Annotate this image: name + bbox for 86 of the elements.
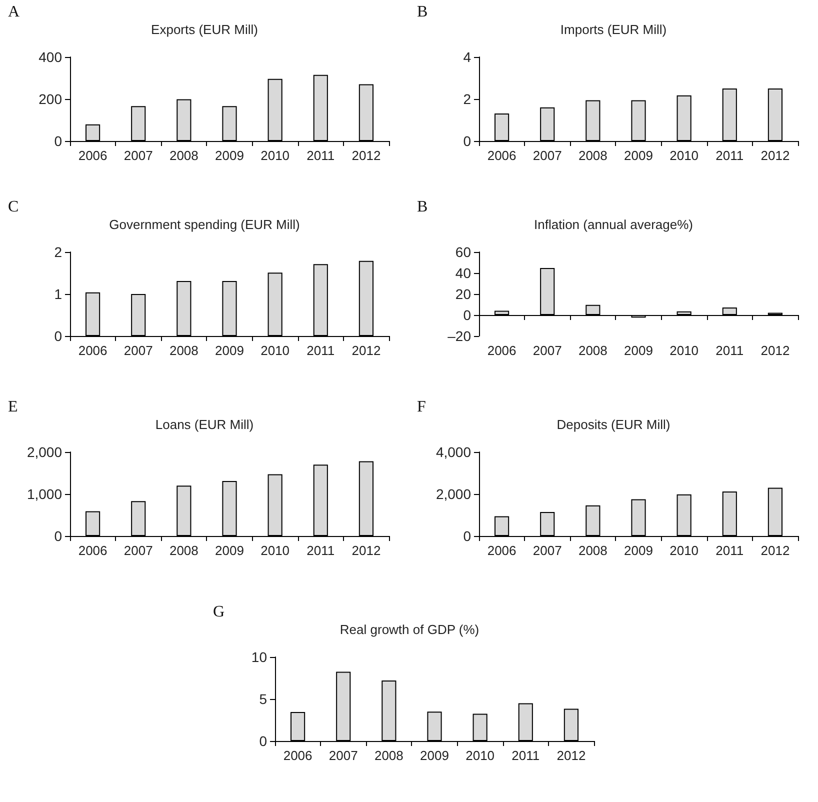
y-tick-label: –20	[448, 328, 472, 344]
text: G	[213, 604, 225, 620]
x-tick-label: 2011	[306, 343, 335, 358]
x-tick-label: 2008	[169, 543, 198, 558]
x-tick-label: 2006	[78, 148, 108, 163]
text: A	[8, 4, 20, 20]
y-tick-label: 2,000	[436, 486, 472, 502]
x-tick-label: 2012	[760, 343, 790, 358]
x-tick-label: 2009	[624, 543, 653, 558]
y-tick-label: 0	[463, 307, 472, 323]
x-tick-label: 2011	[716, 543, 744, 558]
x-tick-label: 2008	[169, 148, 198, 163]
x-tick-label: 2007	[124, 148, 153, 163]
x-tick-label: 2006	[487, 148, 516, 163]
x-tick-label: 2009	[420, 748, 449, 763]
y-tick-label: 2,000	[26, 444, 62, 460]
y-tick-label: 10	[251, 649, 268, 665]
chart-title: Real growth of GDP (%)	[340, 622, 480, 637]
x-tick-label: 2010	[260, 543, 290, 558]
chart-title: Exports (EUR Mill)	[151, 22, 258, 37]
x-tick-label: 2009	[215, 148, 244, 163]
x-tick-label: 2007	[328, 748, 358, 763]
y-tick-label: 4	[463, 49, 472, 65]
x-tick-label: 2006	[487, 343, 516, 358]
y-tick-label: 2	[463, 91, 472, 107]
y-tick-label: 0	[54, 328, 62, 344]
x-tick-label: 2011	[716, 148, 744, 163]
x-tick-label: 2006	[487, 543, 516, 558]
x-tick-label: 2008	[578, 148, 608, 163]
x-tick-label: 2012	[352, 343, 381, 358]
x-tick-label: 2011	[716, 343, 744, 358]
x-tick-label: 2007	[124, 343, 153, 358]
x-tick-label: 2010	[670, 343, 699, 358]
y-tick-label: 5	[259, 691, 268, 707]
text: F	[417, 398, 426, 416]
x-tick-label: 2011	[512, 748, 540, 763]
chart-title: Imports (EUR Mill)	[560, 22, 667, 37]
x-tick-label: 2010	[260, 148, 290, 163]
chart-title: Government spending (EUR Mill)	[109, 217, 300, 232]
x-tick-label: 2006	[78, 543, 108, 558]
x-tick-label: 2012	[760, 148, 790, 163]
x-tick-label: 2010	[260, 343, 290, 358]
x-tick-label: 2012	[556, 748, 586, 763]
x-tick-label: 2006	[283, 748, 312, 763]
x-tick-label: 2007	[532, 148, 562, 163]
x-tick-label: 2010	[466, 748, 495, 763]
x-tick-label: 2011	[306, 148, 335, 163]
chart-title: Loans (EUR Mill)	[155, 417, 254, 432]
y-tick-label: 0	[463, 528, 472, 544]
x-tick-label: 2010	[670, 543, 699, 558]
y-tick-label: 40	[455, 265, 472, 281]
y-tick-label: 0	[259, 733, 268, 749]
x-tick-label: 2006	[78, 343, 108, 358]
chart-title: Inflation (annual average%)	[534, 217, 693, 232]
x-tick-label: 2009	[624, 148, 653, 163]
x-tick-label: 2011	[306, 543, 335, 558]
y-tick-label: 1,000	[26, 486, 62, 502]
y-tick-label: 4,000	[436, 444, 472, 460]
y-tick-label: 0	[463, 133, 472, 149]
x-tick-label: 2008	[169, 343, 198, 358]
y-tick-label: 0	[54, 133, 62, 149]
x-tick-label: 2008	[578, 543, 608, 558]
text: B	[417, 4, 428, 20]
x-tick-label: 2007	[532, 543, 562, 558]
x-tick-label: 2012	[760, 543, 790, 558]
text: B	[417, 198, 428, 216]
y-tick-label: 1	[54, 286, 62, 302]
x-tick-label: 2010	[670, 148, 699, 163]
x-tick-label: 2008	[374, 748, 404, 763]
x-tick-label: 2012	[352, 148, 381, 163]
text: C	[8, 198, 19, 216]
x-tick-label: 2009	[215, 343, 244, 358]
x-tick-label: 2008	[578, 343, 608, 358]
x-tick-label: 2007	[532, 343, 562, 358]
y-tick-label: 0	[54, 528, 62, 544]
y-tick-label: 200	[38, 91, 62, 107]
chart-title: Deposits (EUR Mill)	[556, 417, 670, 432]
x-tick-label: 2009	[215, 543, 244, 558]
y-tick-label: 400	[38, 49, 62, 65]
x-tick-label: 2007	[124, 543, 153, 558]
y-tick-label: 20	[455, 286, 472, 302]
x-tick-label: 2009	[624, 343, 653, 358]
text: E	[8, 398, 18, 416]
y-tick-label: 60	[455, 244, 472, 260]
x-tick-label: 2012	[352, 543, 381, 558]
y-tick-label: 2	[54, 244, 62, 260]
